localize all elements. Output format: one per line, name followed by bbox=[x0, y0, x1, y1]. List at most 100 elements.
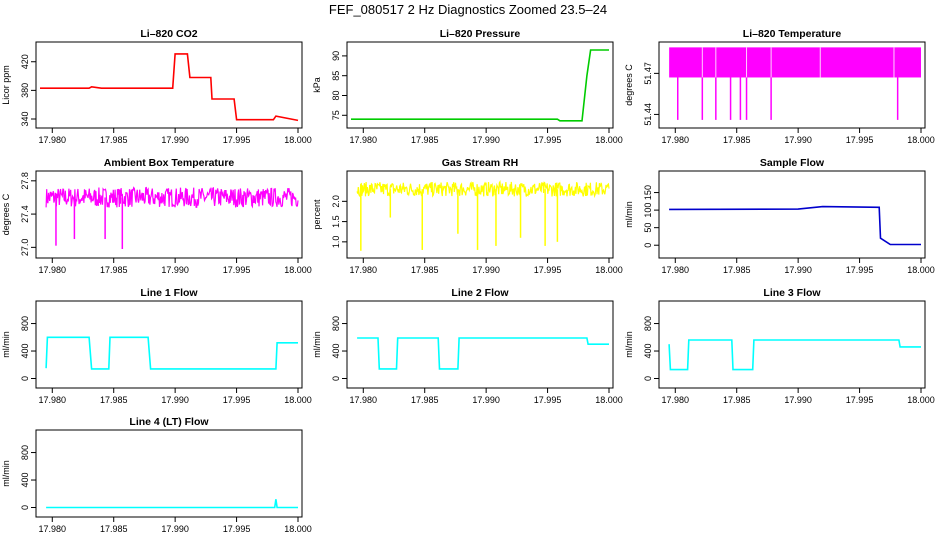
y-tick-label: 27.0 bbox=[20, 239, 30, 257]
chart-panel: Li–820 Pressure kPa 17.980 17.985 17.990 17.9… bbox=[312, 28, 623, 145]
x-tick-label: 17.980 bbox=[662, 135, 690, 145]
x-tick-label: 18.000 bbox=[284, 265, 312, 275]
chart-title: Gas Stream RH bbox=[442, 157, 518, 169]
x-tick-label: 18.000 bbox=[595, 135, 623, 145]
y-axis-label: ml/min bbox=[312, 331, 322, 358]
x-tick-label: 17.990 bbox=[472, 265, 500, 275]
x-tick-label: 17.985 bbox=[723, 265, 751, 275]
x-tick-label: 17.990 bbox=[784, 135, 812, 145]
plot-frame bbox=[35, 170, 303, 259]
x-tick-label: 17.995 bbox=[223, 395, 251, 405]
y-tick-label: 150 bbox=[643, 185, 653, 200]
x-tick-label: 17.995 bbox=[846, 135, 874, 145]
y-axis-label: ml/min bbox=[624, 201, 634, 228]
y-tick-label: 380 bbox=[20, 83, 30, 98]
x-tick-label: 17.995 bbox=[223, 265, 251, 275]
y-tick-label: 400 bbox=[20, 344, 30, 359]
chart-title: Line 2 Flow bbox=[451, 287, 509, 299]
chart-title: Li–820 Temperature bbox=[743, 28, 842, 40]
x-tick-label: 17.985 bbox=[723, 135, 751, 145]
x-tick-label: 17.990 bbox=[161, 265, 189, 275]
series-line bbox=[46, 499, 298, 509]
y-tick-label: 0 bbox=[20, 376, 30, 381]
plot-frame bbox=[35, 300, 303, 389]
y-tick-label: 90 bbox=[331, 51, 341, 61]
plot-frame bbox=[35, 429, 303, 518]
x-tick-label: 17.980 bbox=[39, 395, 67, 405]
x-tick-label: 18.000 bbox=[595, 395, 623, 405]
y-tick-label: 420 bbox=[20, 54, 30, 69]
series-line bbox=[356, 180, 610, 199]
x-tick-label: 18.000 bbox=[907, 265, 935, 275]
y-tick-label: 0 bbox=[643, 376, 653, 381]
x-tick-label: 17.985 bbox=[100, 265, 128, 275]
chart-panel: Line 4 (LT) Flow ml/min 17.980 17.985 17.990… bbox=[1, 416, 312, 534]
y-tick-label: 27.8 bbox=[20, 172, 30, 190]
chart-panel: Line 3 Flow ml/min 17.980 17.985 17.990 17.99… bbox=[624, 287, 935, 405]
chart-panel: Ambient Box Temperature degrees C 17.980 17… bbox=[1, 157, 312, 275]
x-tick-label: 17.980 bbox=[350, 265, 378, 275]
y-axis-label: degrees C bbox=[624, 64, 634, 106]
x-tick-label: 17.980 bbox=[350, 135, 378, 145]
x-tick-label: 17.985 bbox=[100, 524, 128, 534]
chart-panel: Li–820 CO2 Licor ppm 17.980 17.985 17.990 17.… bbox=[1, 28, 312, 145]
y-axis-label: ml/min bbox=[1, 460, 11, 487]
series-line bbox=[357, 337, 609, 370]
x-tick-label: 17.985 bbox=[411, 395, 439, 405]
y-axis-label: ml/min bbox=[624, 331, 634, 358]
chart-title: Line 1 Flow bbox=[140, 287, 198, 299]
x-tick-label: 17.995 bbox=[534, 395, 562, 405]
x-tick-label: 17.995 bbox=[534, 135, 562, 145]
series-line bbox=[351, 49, 609, 122]
x-tick-label: 17.990 bbox=[784, 265, 812, 275]
y-axis-label: Licor ppm bbox=[1, 65, 11, 105]
chart-title: Ambient Box Temperature bbox=[104, 157, 235, 169]
y-tick-label: 85 bbox=[331, 71, 341, 81]
x-tick-label: 17.985 bbox=[411, 265, 439, 275]
chart-title: Li–820 Pressure bbox=[440, 28, 521, 40]
y-tick-label: 0 bbox=[643, 243, 653, 248]
x-tick-label: 18.000 bbox=[595, 265, 623, 275]
y-tick-label: 2.0 bbox=[331, 195, 341, 208]
x-tick-label: 18.000 bbox=[284, 395, 312, 405]
y-tick-label: 51.44 bbox=[643, 103, 653, 126]
plot-frame bbox=[35, 41, 303, 129]
plot-frame bbox=[658, 300, 926, 389]
x-tick-label: 18.000 bbox=[284, 524, 312, 534]
y-tick-label: 50 bbox=[643, 223, 653, 233]
chart-title: Li–820 CO2 bbox=[140, 28, 197, 40]
y-tick-label: 800 bbox=[20, 445, 30, 460]
y-tick-label: 100 bbox=[643, 203, 653, 218]
x-tick-label: 17.980 bbox=[39, 265, 67, 275]
x-tick-label: 17.990 bbox=[161, 135, 189, 145]
y-tick-label: 400 bbox=[643, 344, 653, 359]
x-tick-label: 17.985 bbox=[100, 395, 128, 405]
x-tick-label: 17.980 bbox=[39, 524, 67, 534]
x-tick-label: 17.990 bbox=[161, 395, 189, 405]
series-band bbox=[669, 47, 921, 78]
plot-frame bbox=[346, 300, 614, 389]
series-line bbox=[669, 205, 921, 246]
x-tick-label: 18.000 bbox=[907, 135, 935, 145]
x-tick-label: 17.990 bbox=[161, 524, 189, 534]
chart-panel: Gas Stream RH percent 17.980 17.985 17.990 17… bbox=[312, 157, 623, 275]
y-tick-label: 1.5 bbox=[331, 215, 341, 228]
x-tick-label: 17.995 bbox=[846, 265, 874, 275]
y-tick-label: 51.47 bbox=[643, 62, 653, 85]
y-tick-label: 0 bbox=[20, 505, 30, 510]
y-tick-label: 0 bbox=[331, 376, 341, 381]
x-tick-label: 17.985 bbox=[411, 135, 439, 145]
y-tick-label: 1.0 bbox=[331, 236, 341, 249]
y-tick-label: 400 bbox=[331, 344, 341, 359]
y-tick-label: 340 bbox=[20, 111, 30, 126]
series-line bbox=[668, 339, 921, 371]
y-tick-label: 800 bbox=[643, 316, 653, 331]
y-tick-label: 800 bbox=[331, 316, 341, 331]
x-tick-label: 17.995 bbox=[223, 524, 251, 534]
x-tick-label: 17.985 bbox=[100, 135, 128, 145]
x-tick-label: 17.980 bbox=[39, 135, 67, 145]
series-line bbox=[45, 336, 298, 370]
x-tick-label: 18.000 bbox=[907, 395, 935, 405]
x-tick-label: 17.995 bbox=[223, 135, 251, 145]
